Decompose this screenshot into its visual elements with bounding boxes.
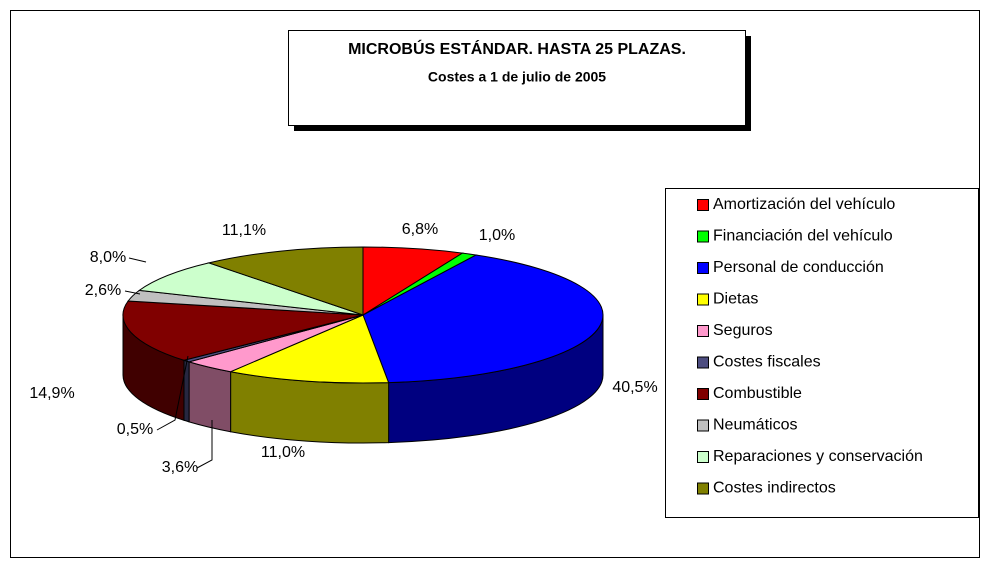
legend-swatch xyxy=(697,325,709,337)
data-label: 40,5% xyxy=(612,379,657,396)
leader-line xyxy=(156,355,189,431)
legend-label: Financiación del vehículo xyxy=(713,228,893,245)
chart-subtitle: Costes a 1 de julio de 2005 xyxy=(428,69,606,85)
legend-box xyxy=(665,188,979,518)
data-label: 3,6% xyxy=(162,459,198,476)
legend-label: Personal de conducción xyxy=(713,259,884,276)
legend-label: Reparaciones y conservación xyxy=(713,448,923,465)
data-label: 6,8% xyxy=(402,221,438,238)
slice xyxy=(362,254,604,384)
legend-label: Costes indirectos xyxy=(713,480,836,497)
leader-line xyxy=(128,257,147,263)
title-box xyxy=(288,30,746,126)
legend-label: Seguros xyxy=(713,322,773,339)
leader-line xyxy=(196,420,213,469)
slice xyxy=(228,314,390,384)
legend-swatch xyxy=(697,293,709,306)
legend-label: Dietas xyxy=(713,291,758,308)
legend-label: Amortización del vehículo xyxy=(713,196,895,213)
legend-label: Combustible xyxy=(713,385,802,402)
leader-line xyxy=(124,290,141,295)
legend-swatch xyxy=(697,230,709,243)
legend-swatch xyxy=(697,262,709,274)
legend-label: Neumáticos xyxy=(713,417,797,434)
legend-swatch xyxy=(697,356,709,369)
data-label: 11,0% xyxy=(261,444,305,461)
data-label: 11,1% xyxy=(222,222,266,239)
slice xyxy=(137,262,364,316)
data-label: 14,9% xyxy=(29,385,74,402)
data-label: 8,0% xyxy=(90,249,126,266)
legend-swatch xyxy=(697,451,709,463)
slice-side xyxy=(183,359,190,423)
slice xyxy=(122,300,364,361)
legend-swatch xyxy=(697,388,709,400)
slice-side xyxy=(188,361,232,433)
slice xyxy=(207,246,364,316)
legend-swatch xyxy=(697,199,709,211)
data-label: 0,5% xyxy=(117,421,153,438)
data-label: 2,6% xyxy=(85,282,121,299)
legend-swatch xyxy=(697,419,709,432)
legend-label: Costes fiscales xyxy=(713,354,821,371)
legend-swatch xyxy=(697,482,709,495)
data-label: 1,0% xyxy=(479,227,515,244)
chart-title: MICROBÚS ESTÁNDAR. HASTA 25 PLAZAS. xyxy=(348,39,686,58)
